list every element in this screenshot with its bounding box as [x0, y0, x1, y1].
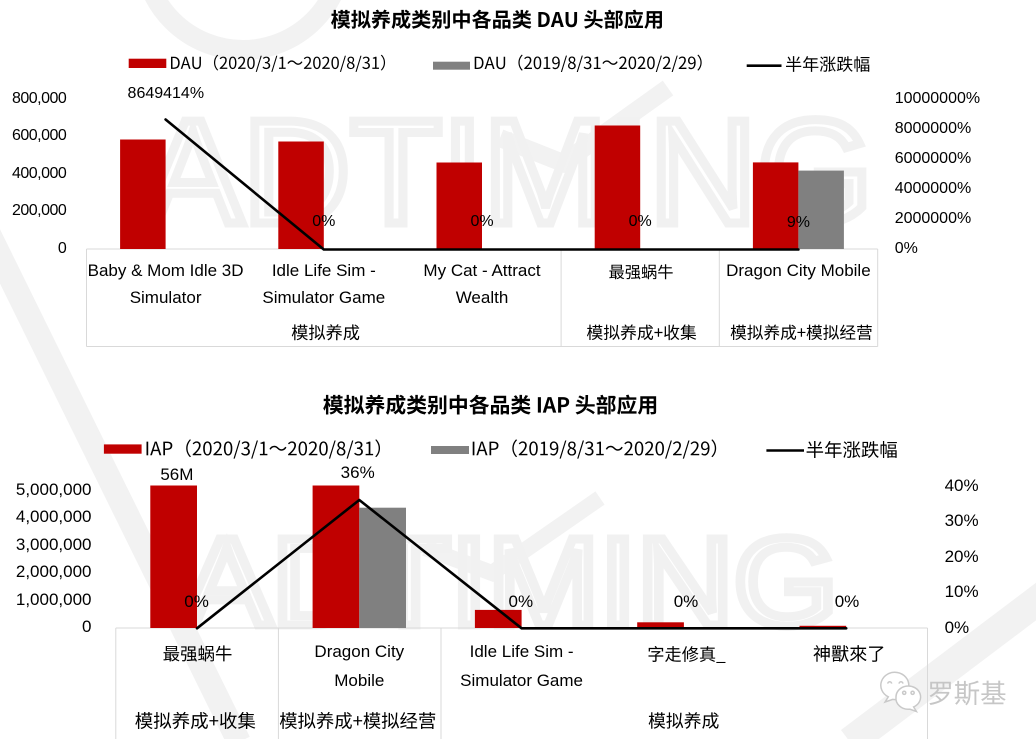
svg-text:ADTIMING: ADTIMING [182, 513, 838, 652]
